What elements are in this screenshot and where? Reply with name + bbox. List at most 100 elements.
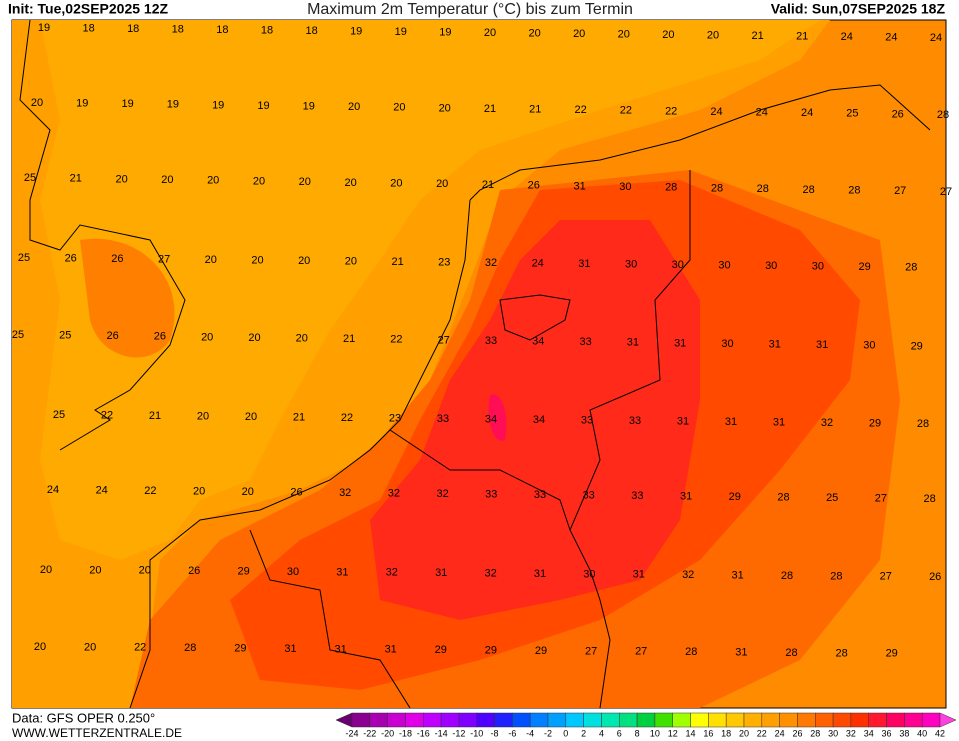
grid-value: 20 [89,564,101,576]
legend-tick-label: 42 [935,728,945,738]
legend-swatch [797,712,816,728]
legend-swatch [743,712,763,728]
footer-data: Data: GFS OPER 0.250° [12,710,155,725]
grid-value: 26 [892,108,904,120]
grid-value: 33 [534,489,546,501]
legend-tick-label: 34 [864,728,874,738]
legend-swatch [440,712,460,728]
grid-value: 28 [905,261,917,273]
legend-swatch [672,712,691,728]
grid-value: 24 [930,32,942,44]
coastline [19,19,186,451]
legend-tick-label: 38 [899,728,909,738]
grid-value: 21 [796,30,808,42]
valid-text: Valid: Sun,07SEP2025 18Z [771,1,946,17]
grid-value: 32 [386,567,398,579]
grid-value: 20 [242,486,254,498]
grid-value: 24 [532,257,544,269]
grid-value: 30 [672,259,684,271]
grid-value: 27 [875,492,887,504]
grid-value: 25 [59,330,71,342]
grid-value: 33 [631,490,643,502]
legend-tick-label: 16 [703,728,713,738]
color-legend: -24 -22 -20 -18 -16 -14 -12 -10 -8 -6 -4 -2 0 2 4 6 8 10 1… [335,712,957,738]
grid-value: 27 [158,253,170,265]
grid-value: 20 [484,27,496,39]
temp-zone [40,20,820,560]
legend-arrow [335,712,353,728]
grid-value: 30 [718,259,730,271]
grid-value: 22 [390,334,402,346]
grid-value: 31 [680,490,692,502]
grid-value: 26 [65,252,77,264]
grid-value: 28 [777,491,789,503]
grid-value: 20 [139,565,151,577]
grid-value: 18 [261,24,273,36]
grid-value: 31 [627,337,639,349]
grid-value: 24 [841,31,853,43]
grid-value: 27 [880,571,892,583]
grid-value: 28 [830,570,842,582]
grid-value: 20 [345,255,357,267]
legend-swatch [761,712,780,728]
grid-value: 26 [290,486,302,498]
grid-value: 24 [801,107,813,119]
grid-value: 18 [172,23,184,35]
grid-value: 22 [101,409,113,421]
grid-value: 28 [184,642,196,654]
grid-value: 31 [534,568,546,580]
grid-value: 33 [485,335,497,347]
legend-swatch [619,712,638,728]
grid-value: 28 [757,183,769,195]
legend-tick-label: 22 [757,728,767,738]
legend-swatch [494,712,513,728]
grid-value: 31 [284,643,296,655]
legend-swatch [601,712,620,728]
legend-tick-label: 14 [686,728,696,738]
grid-value: 18 [82,22,94,34]
grid-value: 28 [802,184,814,196]
grid-value: 24 [710,106,722,118]
grid-value: 20 [115,173,127,185]
grid-value: 31 [334,643,346,655]
legend-swatch [423,712,442,728]
grid-value: 29 [234,643,246,655]
grid-value: 32 [821,417,833,429]
grid-value: 32 [436,488,448,500]
grid-value: 31 [578,258,590,270]
grid-value: 20 [201,331,213,343]
grid-value: 19 [257,100,269,112]
grid-value: 23 [389,412,401,424]
grid-value: 31 [731,570,743,582]
grid-value: 22 [574,104,586,116]
grid-value: 31 [725,416,737,428]
legend-swatch [708,712,727,728]
legend-tick-label: -2 [544,728,552,738]
grid-value: 20 [618,28,630,40]
legend-swatch [904,712,923,728]
legend-tick-label: -10 [470,728,483,738]
legend-swatch [779,712,798,728]
legend-tick-label: 32 [846,728,856,738]
grid-value: 22 [144,485,156,497]
grid-value: 28 [711,182,723,194]
grid-value: 30 [721,338,733,350]
legend-tick-label: 28 [810,728,820,738]
grid-value: 23 [438,256,450,268]
grid-value: 29 [435,644,447,656]
grid-value: 30 [863,340,875,352]
coastlines [19,19,931,709]
grid-value: 26 [111,253,123,265]
coastline [129,199,471,709]
grid-value: 28 [835,647,847,659]
legend-tick-label: 4 [599,728,604,738]
legend-swatch [921,712,941,728]
grid-value: 32 [485,257,497,269]
grid-value: 20 [84,641,96,653]
grid-value: 25 [18,252,30,264]
grid-value: 18 [305,25,317,37]
grid-value: 26 [528,180,540,192]
grid-value: 20 [207,175,219,187]
legend-tick-label: -12 [452,728,465,738]
